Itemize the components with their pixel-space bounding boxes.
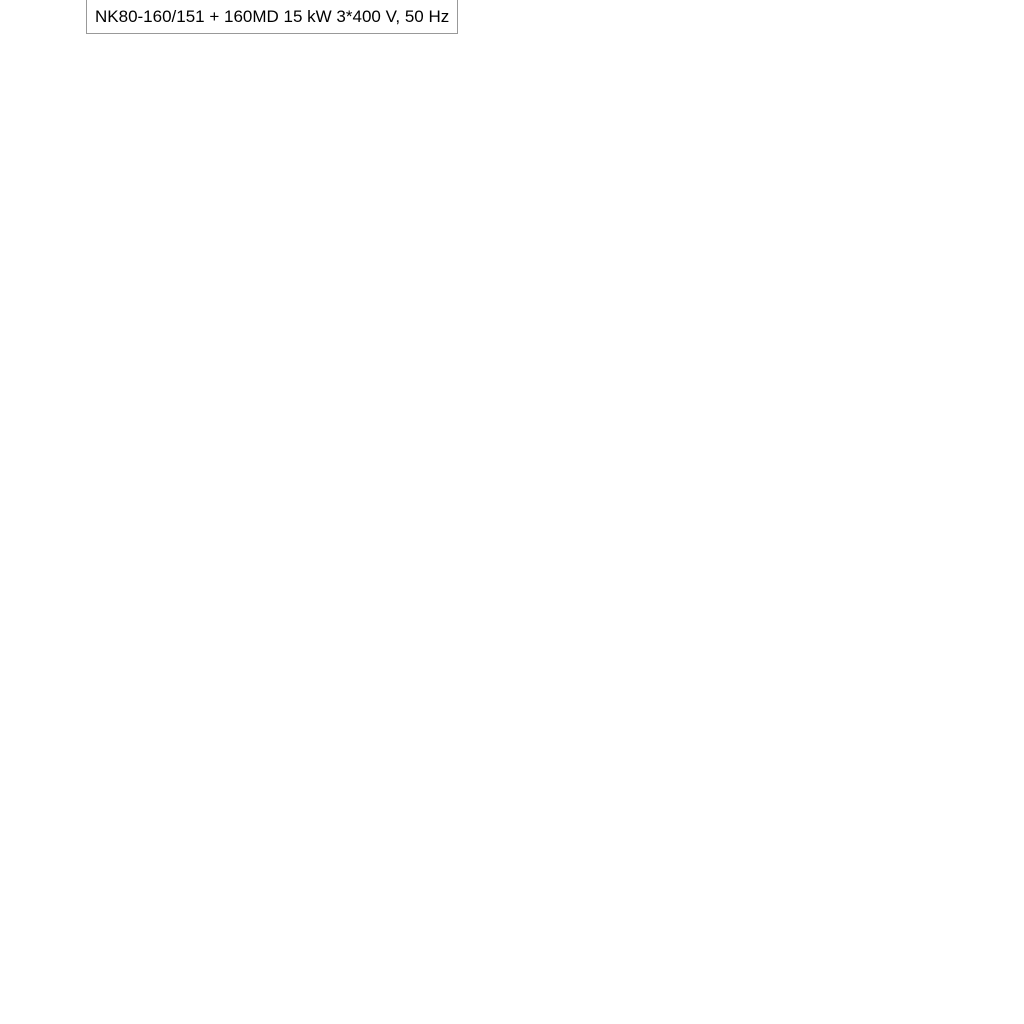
- x-tick-label: 14: [634, 523, 653, 542]
- y-axis-title-right: [kW]: [973, 587, 1007, 606]
- series-line-p1: [85, 817, 884, 994]
- series-line-eta: [84, 74, 884, 512]
- series-label-cos-phi: cos phi: [863, 100, 917, 119]
- series-label-i: I: [897, 154, 902, 173]
- y-axis-title-left: [rpm]: [33, 587, 72, 606]
- x-tick-label: 8: [400, 523, 409, 542]
- x-tick-label: 6: [320, 523, 329, 542]
- x-tick-label: P2 [kW]: [879, 523, 939, 542]
- y-tick-label-left: 2800: [34, 671, 72, 690]
- y-tick-label-left: 0.0: [48, 502, 72, 521]
- y-tick-label-right: 10: [975, 906, 994, 925]
- y-axis-title-left: eta: [30, 25, 54, 44]
- y-tick-label-right: 20: [975, 316, 994, 335]
- x-tick-label: 12: [555, 523, 574, 542]
- y-tick-label-right: 10: [975, 409, 994, 428]
- y-tick-label-right: 30: [975, 223, 994, 242]
- x-tick-label: 4: [241, 523, 250, 542]
- y-axis-title-right: [A]: [980, 25, 1001, 44]
- y-axis-title-right: P1: [980, 565, 1001, 584]
- x-tick-label: 0: [81, 523, 90, 542]
- y-tick-label-left: 2600: [34, 749, 72, 768]
- chart-title: NK80-160/151 + 160MD 15 kW 3*400 V, 50 H…: [86, 0, 459, 34]
- series-label-n: n: [875, 615, 884, 634]
- y-tick-label-left: 0.6: [48, 223, 72, 242]
- series-line-cos-phi: [84, 93, 884, 489]
- y-tick-label-right: 30: [975, 749, 994, 768]
- series-line-n: [85, 599, 884, 640]
- x-tick-label: 2: [161, 523, 170, 542]
- y-tick-label-left: 0.4: [48, 316, 72, 335]
- y-tick-label-right: 40: [975, 671, 994, 690]
- y-axis-title-left: n: [47, 565, 56, 584]
- y-tick-label-left: 2000: [34, 984, 72, 1003]
- series-label-p1: P1: [871, 796, 892, 815]
- x-tick-label: 10: [475, 523, 494, 542]
- y-tick-label-right: 20: [975, 827, 994, 846]
- series-label-eta: eta: [883, 72, 907, 91]
- x-tick-label: 18: [794, 523, 813, 542]
- y-tick-label-left: 2200: [34, 906, 72, 925]
- y-axis-title-right: I: [988, 3, 993, 22]
- x-tick-label: 16: [714, 523, 733, 542]
- y-axis-title-left: cos phi: [15, 3, 69, 22]
- y-tick-label-right: 0: [975, 984, 984, 1003]
- series-line-i: [85, 176, 884, 438]
- y-tick-label-right: 0: [975, 502, 984, 521]
- y-tick-label-left: 2400: [34, 827, 72, 846]
- y-tick-label-right: 40: [975, 130, 994, 149]
- y-tick-label-left: 0.8: [48, 130, 72, 149]
- y-tick-label-left: 0.2: [48, 409, 72, 428]
